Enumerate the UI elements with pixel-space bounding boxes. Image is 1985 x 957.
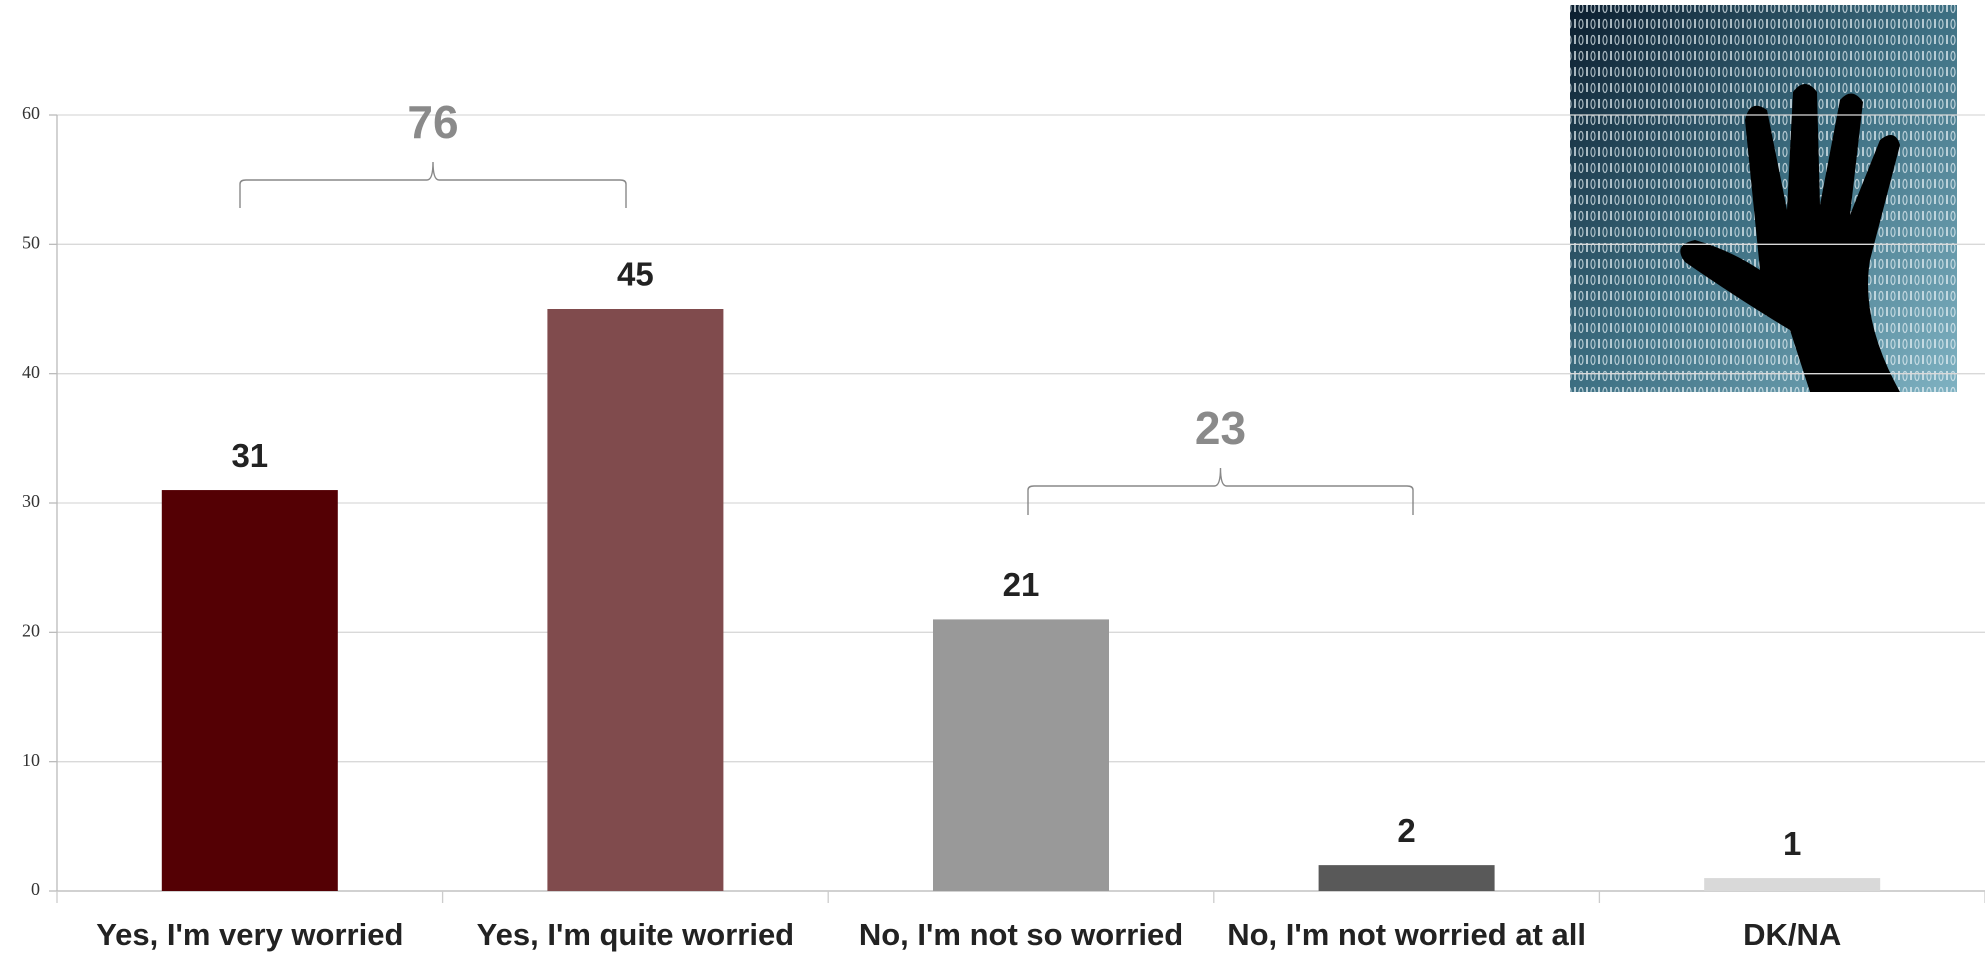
group-bracket bbox=[1027, 467, 1414, 515]
y-tick-label: 10 bbox=[22, 750, 40, 770]
bar bbox=[1704, 878, 1881, 891]
value-label: 2 bbox=[1397, 812, 1415, 849]
x-tick-label: Yes, I'm very worried bbox=[96, 917, 403, 952]
x-tick-label: No, I'm not so worried bbox=[859, 917, 1183, 952]
value-label: 31 bbox=[231, 437, 268, 474]
value-label: 45 bbox=[617, 256, 654, 293]
value-label: 1 bbox=[1783, 825, 1801, 862]
bar bbox=[161, 490, 338, 891]
y-tick-label: 60 bbox=[22, 103, 40, 123]
y-tick-label: 50 bbox=[22, 232, 40, 252]
value-label: 21 bbox=[1003, 566, 1040, 603]
x-tick-label: DK/NA bbox=[1743, 917, 1841, 952]
group-bracket bbox=[239, 161, 627, 208]
y-tick-label: 40 bbox=[22, 362, 40, 382]
y-tick-label: 0 bbox=[31, 879, 40, 899]
x-tick-label: No, I'm not worried at all bbox=[1227, 917, 1586, 952]
bar bbox=[933, 619, 1109, 891]
y-tick-label: 20 bbox=[22, 620, 40, 640]
bar bbox=[1318, 865, 1495, 891]
group-total: 23 bbox=[1195, 402, 1246, 454]
photo bbox=[1570, 5, 1957, 392]
x-tick-label: Yes, I'm quite worried bbox=[477, 917, 794, 952]
group-total: 76 bbox=[407, 96, 458, 148]
y-tick-label: 30 bbox=[22, 491, 40, 511]
bar bbox=[547, 309, 724, 891]
